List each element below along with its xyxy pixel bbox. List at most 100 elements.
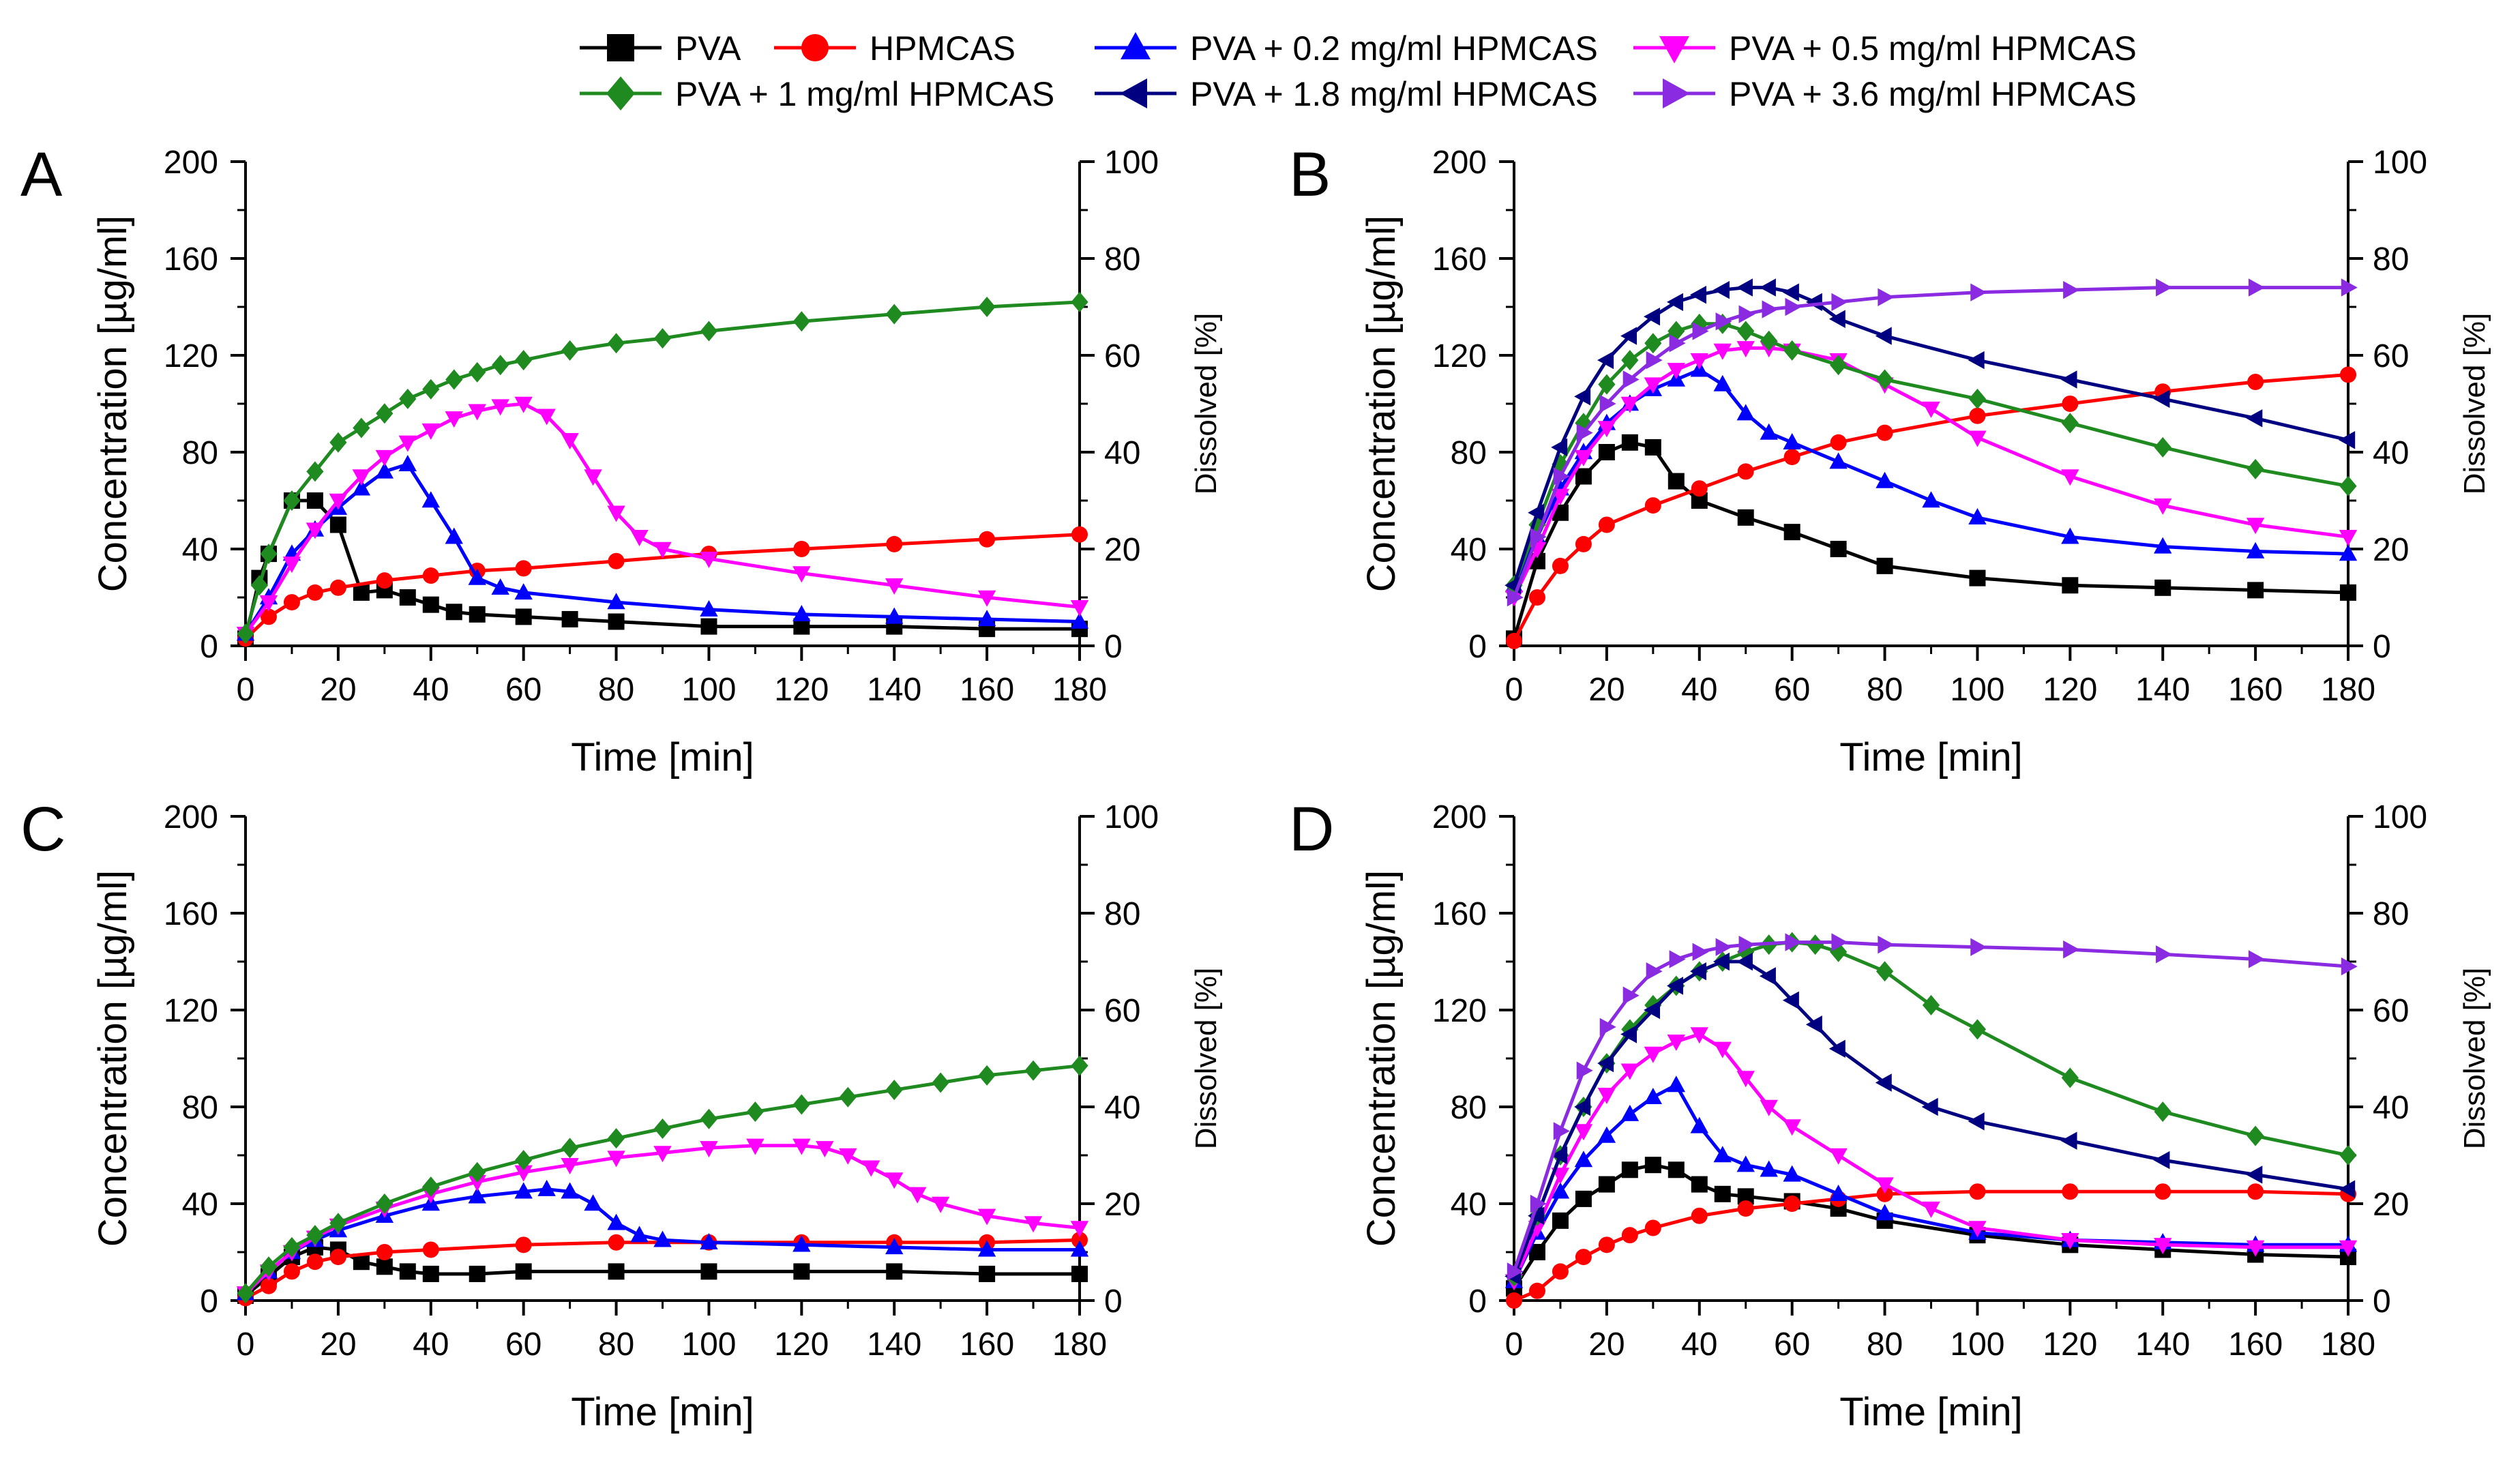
data-point bbox=[1715, 938, 1732, 956]
plot-area bbox=[236, 291, 1089, 647]
data-point bbox=[839, 1148, 857, 1165]
data-point bbox=[1667, 1161, 1685, 1178]
legend-label: PVA + 1.8 mg/ml HPMCAS bbox=[1190, 75, 1598, 113]
y2-tick-label: 100 bbox=[1104, 799, 1159, 835]
data-point bbox=[1760, 330, 1778, 351]
data-point bbox=[1922, 401, 1940, 418]
data-point bbox=[1597, 421, 1616, 438]
data-point bbox=[1783, 1119, 1801, 1136]
data-point bbox=[1530, 528, 1547, 546]
data-point bbox=[515, 560, 532, 577]
series bbox=[237, 492, 1088, 647]
data-point bbox=[1644, 377, 1663, 394]
data-point bbox=[653, 1118, 672, 1139]
data-point bbox=[2340, 584, 2356, 601]
panel-label: C bbox=[20, 795, 65, 864]
data-point bbox=[1597, 1126, 1616, 1143]
data-point bbox=[1736, 1155, 1755, 1172]
data-point bbox=[978, 297, 996, 317]
data-point bbox=[306, 584, 323, 601]
data-point bbox=[2341, 957, 2358, 976]
data-point bbox=[1783, 524, 1800, 541]
legend-item: PVA + 0.5 mg/ml HPMCAS bbox=[1633, 29, 2137, 68]
data-point bbox=[1830, 434, 1847, 451]
data-point bbox=[329, 1213, 347, 1234]
data-point bbox=[584, 1194, 602, 1211]
data-point bbox=[1551, 438, 1568, 457]
data-point bbox=[1830, 355, 1848, 376]
data-point bbox=[1969, 569, 1986, 587]
data-point bbox=[376, 1193, 394, 1214]
x-tick-label: 80 bbox=[598, 1326, 634, 1363]
data-point bbox=[1598, 1176, 1615, 1193]
data-point bbox=[630, 530, 649, 547]
data-point bbox=[283, 594, 300, 611]
x-axis-title: Time [min] bbox=[571, 1390, 754, 1434]
data-point bbox=[2341, 278, 2358, 297]
data-point bbox=[653, 1146, 672, 1163]
x-tick-label: 80 bbox=[1867, 672, 1903, 708]
data-point bbox=[1759, 278, 1776, 297]
data-point bbox=[932, 1072, 949, 1093]
y-tick-label: 0 bbox=[200, 629, 218, 665]
data-point bbox=[282, 557, 301, 574]
legend: PVA HPMCAS PVA + 0.2 mg/ml HPMCAS PVA + 0.5… bbox=[580, 29, 2137, 113]
data-point bbox=[1574, 449, 1593, 466]
data-point bbox=[515, 608, 532, 625]
data-point bbox=[700, 321, 718, 342]
data-point bbox=[283, 490, 301, 511]
data-point bbox=[515, 1263, 532, 1280]
data-point bbox=[977, 1208, 996, 1226]
legend-item: PVA + 1.8 mg/ml HPMCAS bbox=[1095, 75, 1598, 113]
data-point bbox=[792, 1094, 810, 1115]
data-point bbox=[1878, 288, 1895, 306]
y-tick-label: 0 bbox=[1468, 629, 1487, 665]
data-point bbox=[1783, 449, 1800, 466]
data-point bbox=[1575, 1190, 1592, 1207]
data-point bbox=[1831, 933, 1848, 951]
data-point bbox=[1575, 1249, 1592, 1266]
data-point bbox=[1783, 1196, 1800, 1212]
data-point bbox=[607, 1213, 625, 1230]
data-point bbox=[862, 1160, 880, 1177]
data-point bbox=[607, 1128, 625, 1149]
legend-marker bbox=[607, 34, 634, 61]
data-point bbox=[1576, 1061, 1593, 1080]
data-point bbox=[1922, 1201, 1940, 1218]
series-line bbox=[244, 1064, 1080, 1294]
y-tick-label: 200 bbox=[164, 145, 218, 181]
y2-tick-label: 80 bbox=[1104, 896, 1140, 932]
data-point bbox=[561, 1182, 579, 1199]
data-point bbox=[329, 1249, 346, 1266]
data-point bbox=[1646, 351, 1663, 370]
data-point bbox=[1646, 962, 1663, 981]
y-tick-label: 120 bbox=[164, 993, 218, 1029]
data-point bbox=[306, 1253, 323, 1271]
data-point bbox=[1760, 423, 1778, 440]
data-point bbox=[1070, 1240, 1089, 1257]
data-point bbox=[1805, 293, 1822, 312]
data-point bbox=[1736, 952, 1753, 971]
data-point bbox=[422, 1176, 440, 1198]
x-tick-label: 100 bbox=[681, 672, 736, 708]
data-point bbox=[1970, 938, 1987, 956]
data-point bbox=[1506, 632, 1522, 649]
data-point bbox=[1689, 962, 1706, 981]
data-point bbox=[886, 1263, 903, 1280]
data-point bbox=[329, 432, 347, 453]
y2-tick-label: 60 bbox=[2373, 338, 2409, 374]
data-point bbox=[1644, 1000, 1661, 1020]
data-point bbox=[1024, 1060, 1042, 1081]
data-point bbox=[353, 584, 370, 601]
data-point bbox=[329, 493, 348, 510]
data-point bbox=[1876, 369, 1894, 390]
y2-axis-title: Dissolved [%] bbox=[1189, 313, 1223, 495]
data-point bbox=[908, 1187, 927, 1204]
data-point bbox=[885, 303, 903, 325]
series-line bbox=[1512, 441, 2349, 640]
data-point bbox=[1736, 1071, 1755, 1088]
data-point bbox=[376, 572, 393, 589]
series-line bbox=[1512, 322, 2349, 587]
x-tick-label: 40 bbox=[413, 1326, 449, 1363]
data-point bbox=[1876, 1177, 1894, 1194]
